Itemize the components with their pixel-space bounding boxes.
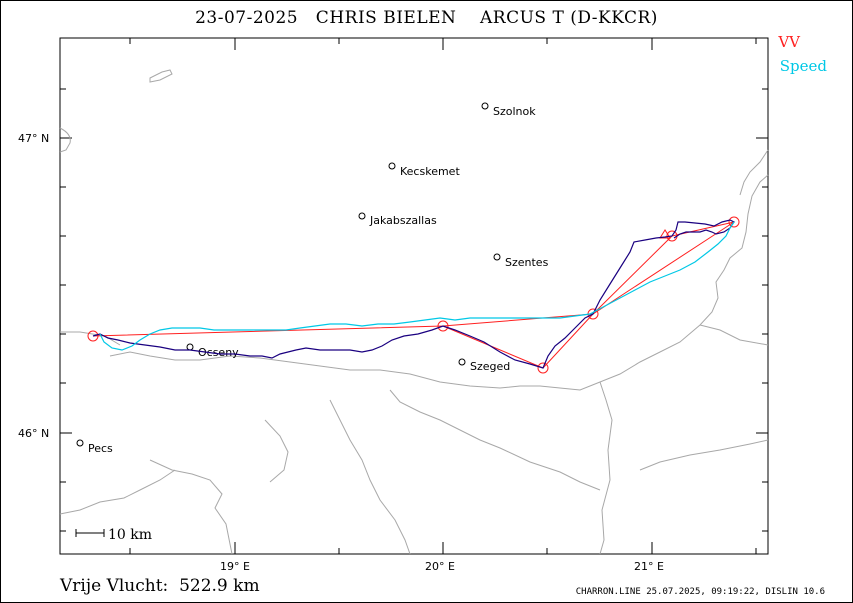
- lat-label-46: 46° N: [18, 427, 49, 440]
- city-label: Pecs: [88, 442, 113, 455]
- footer-text: CHARRON.LINE 25.07.2025, 09:19:22, DISLI…: [575, 587, 825, 597]
- city-label: Szentes: [505, 256, 549, 269]
- legend-vv: VV: [778, 33, 800, 51]
- city-label: Jakabszallas: [369, 214, 437, 227]
- city-label: Kecskemet: [400, 165, 460, 178]
- city-label: Szolnok: [493, 105, 536, 118]
- lon-label-19: 19° E: [220, 560, 250, 573]
- city-label: Szeged: [470, 360, 510, 373]
- lat-label-47: 47° N: [18, 132, 49, 145]
- distance-label: Vrije Vlucht: 522.9 km: [60, 576, 260, 596]
- flight-track: [92, 219, 735, 369]
- scale-label: 10 km: [108, 527, 152, 543]
- scale-bar: [75, 529, 105, 537]
- tick-marks: [60, 38, 768, 554]
- plot-border: [59, 37, 769, 555]
- map-borders: [59, 69, 769, 555]
- speed-track: [99, 221, 735, 351]
- city-label: Ocseny: [198, 346, 239, 359]
- legend-speed: Speed: [779, 57, 827, 75]
- lon-label-20: 20° E: [425, 560, 455, 573]
- page-title: 23-07-2025 CHRIS BIELEN ARCUS T (D-KKCR): [195, 8, 658, 28]
- lon-label-21: 21° E: [634, 560, 664, 573]
- city-markers: Szolnok Kecskemet Jakabszallas Szentes O…: [76, 102, 549, 455]
